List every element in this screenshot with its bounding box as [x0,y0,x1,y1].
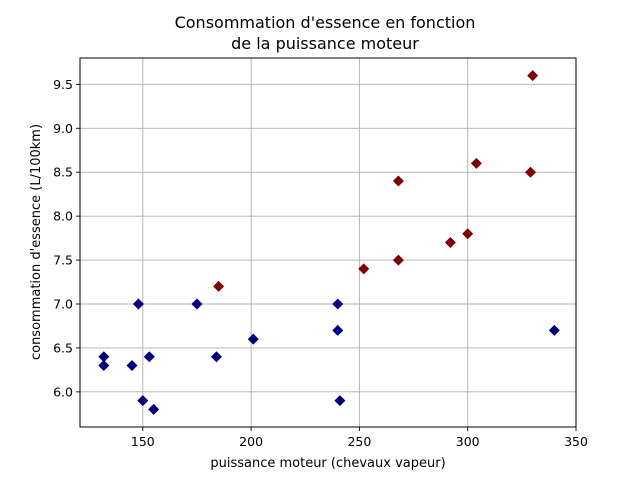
y-tick-label: 8.5 [53,165,73,180]
chart-title-line-1: Consommation d'essence en fonction [175,13,476,32]
data-point-series-2 [392,254,404,266]
y-tick-label: 6.0 [53,384,73,399]
data-point-series-2 [358,263,370,275]
data-point-series-1 [132,298,144,310]
data-point-series-1 [332,298,344,310]
data-point-series-2 [444,237,456,248]
data-point-series-1 [98,360,110,371]
data-point-series-1 [332,324,344,336]
x-axis-label: puissance moteur (chevaux vapeur) [210,456,445,471]
grid [80,58,577,427]
y-axis-label: consommation d'essence (L/100km) [29,124,44,360]
y-tick-label: 9.0 [53,121,73,136]
plot-frame [79,57,577,428]
data-point-series-1 [210,351,222,363]
axis-ticks: 150 200 250 300 350 6.0 6.5 7.0 7.5 8.0 8.5 9.0 9.5 [53,77,588,449]
data-point-series-1 [334,395,346,407]
data-point-series-2 [462,228,474,240]
y-tick-label: 8.0 [53,209,73,224]
data-point-series-2 [213,280,225,292]
data-point-series-1 [143,351,155,363]
y-tick-label: 9.5 [53,77,73,92]
data-point-series-2 [525,166,537,178]
data-point-series-2 [527,70,539,82]
data-point-series-2 [392,175,404,187]
data-point-series-1 [247,333,259,345]
data-points [98,70,560,415]
data-point-series-1 [137,395,149,407]
x-tick-label: 250 [347,434,371,449]
x-tick-label: 200 [239,434,263,449]
data-point-series-1 [191,298,203,310]
y-tick-label: 6.5 [53,340,73,355]
x-tick-label: 150 [131,434,155,449]
y-tick-label: 7.0 [53,297,73,312]
data-point-series-2 [470,157,482,169]
y-tick-label: 7.5 [53,253,73,268]
data-point-series-1 [98,351,110,363]
chart-title-line-2: de la puissance moteur [231,34,419,53]
data-point-series-1 [148,403,160,415]
data-point-series-1 [548,324,560,336]
x-tick-label: 300 [456,434,480,449]
data-point-series-1 [126,360,138,371]
x-tick-label: 350 [564,434,588,449]
